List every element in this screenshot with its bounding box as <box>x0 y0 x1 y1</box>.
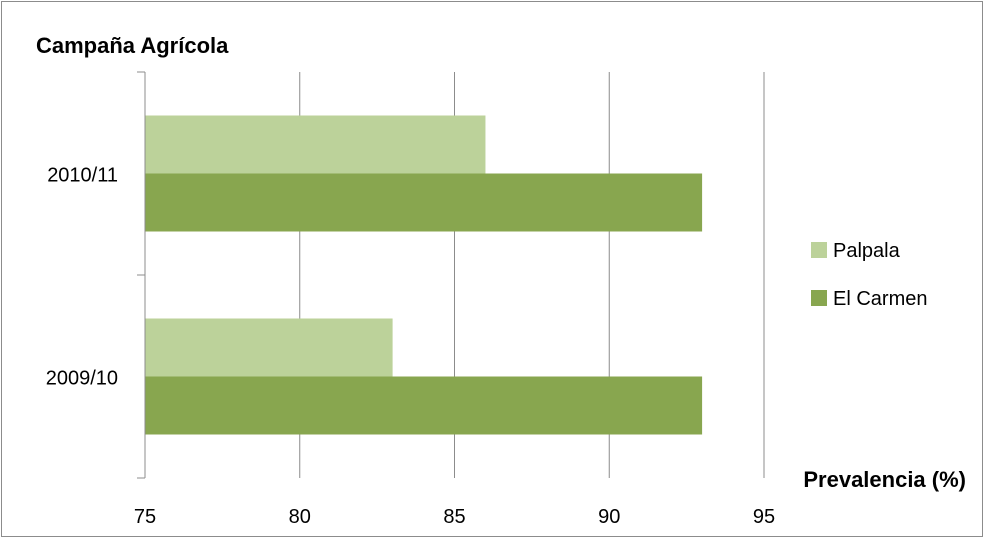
legend-swatch-palpala <box>811 242 827 258</box>
bar-palpala-2010-11 <box>145 115 486 174</box>
y-tick-label: 2010/11 <box>47 165 118 187</box>
x-tick-label: 80 <box>289 506 311 528</box>
y-tick-label: 2009/10 <box>46 368 118 390</box>
legend-swatch-el-carmen <box>811 290 827 306</box>
bars <box>145 115 703 435</box>
x-tick-label: 95 <box>753 506 775 528</box>
legend: Palpala El Carmen <box>811 240 927 310</box>
bar-el-carmen-2009-10 <box>145 376 703 435</box>
x-axis-title: Prevalencia (%) <box>803 467 966 492</box>
x-tick-label: 85 <box>443 506 465 528</box>
bar-palpala-2009-10 <box>145 318 393 377</box>
chart-title: Campaña Agrícola <box>36 33 229 58</box>
axes: 2010/11 2009/10 75 80 85 90 95 <box>46 71 775 528</box>
legend-label: Palpala <box>833 240 901 262</box>
legend-label: El Carmen <box>833 288 927 310</box>
x-tick-label: 90 <box>598 506 620 528</box>
bar-el-carmen-2010-11 <box>145 173 703 232</box>
x-tick-label: 75 <box>134 506 156 528</box>
